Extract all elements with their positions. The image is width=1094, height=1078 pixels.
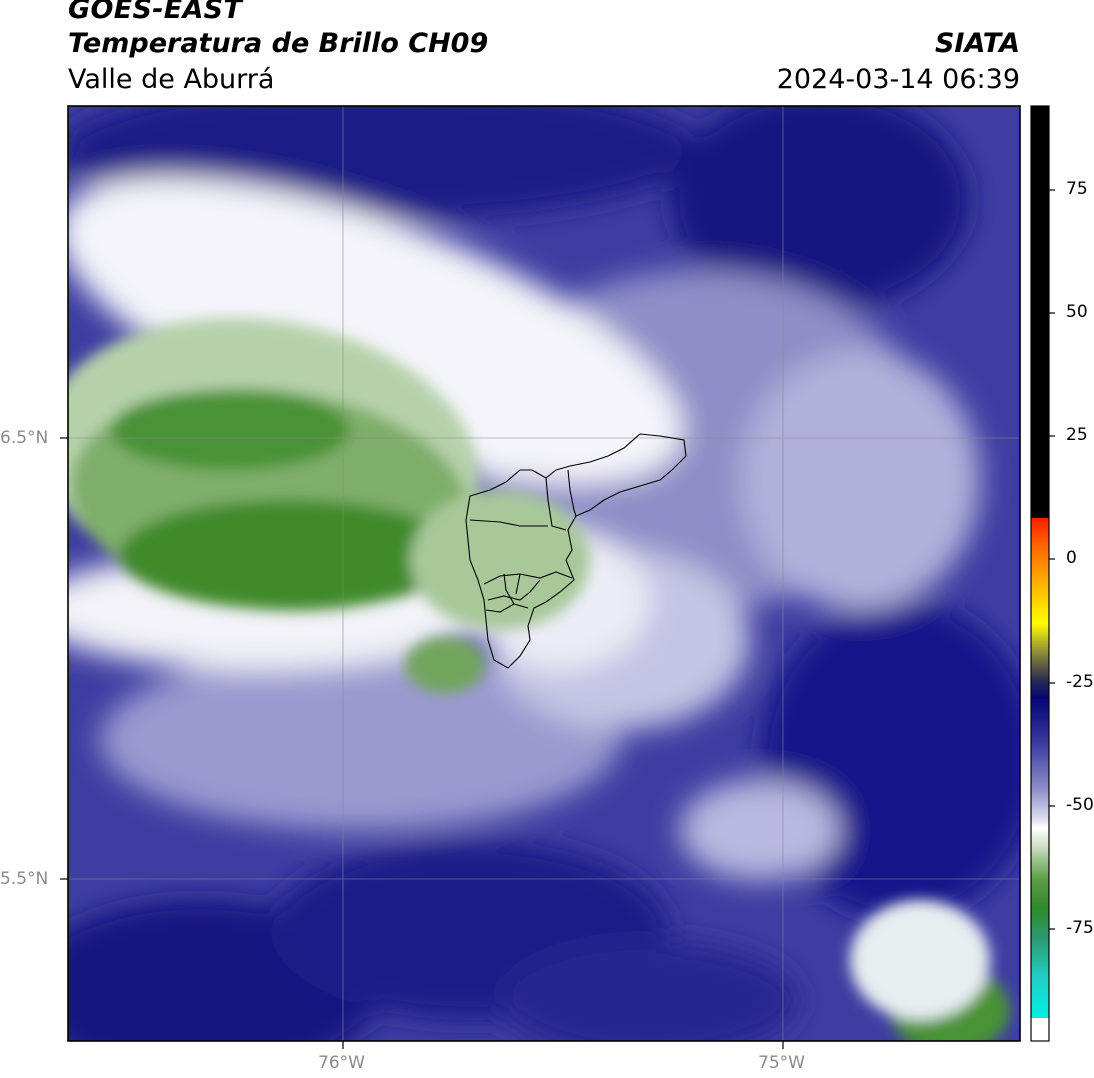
colorbar-ticks (1049, 189, 1055, 930)
municipal-boundaries (465, 433, 687, 669)
lon-label-76w: 76°W (318, 1053, 365, 1073)
colorbar-label-minus-50: -50 (1066, 795, 1094, 815)
colorbar (1030, 105, 1055, 1042)
lat-label-6-5: 6.5°N (0, 428, 49, 448)
colorbar-black-segment (1031, 106, 1049, 518)
colorbar-gradient (1031, 518, 1049, 1018)
colorbar-label-minus-75: -75 (1066, 918, 1094, 938)
lat-label-5-5: 5.5°N (0, 869, 49, 889)
lon-label-75w: 75°W (758, 1053, 805, 1073)
source-title: GOES-EAST (68, 0, 243, 25)
colorbar-label-0: 0 (1066, 548, 1077, 568)
colorbar-label-25: 25 (1066, 425, 1088, 445)
colorbar-label-75: 75 (1066, 179, 1088, 199)
graticule (68, 106, 1020, 1041)
colorbar-white-segment (1031, 1018, 1049, 1041)
brand-label: SIATA (934, 28, 1020, 59)
colorbar-label-50: 50 (1066, 302, 1088, 322)
timestamp-label: 2024-03-14 06:39 (776, 64, 1020, 95)
product-title: Temperatura de Brillo CH09 (68, 28, 489, 59)
colorbar-frame (1030, 105, 1050, 1042)
map-frame (67, 105, 1021, 1042)
axis-ticks (60, 437, 784, 1049)
colorbar-label-minus-25: -25 (1066, 672, 1094, 692)
brightness-temperature-field (68, 106, 1020, 1041)
region-label: Valle de Aburrá (68, 64, 275, 95)
